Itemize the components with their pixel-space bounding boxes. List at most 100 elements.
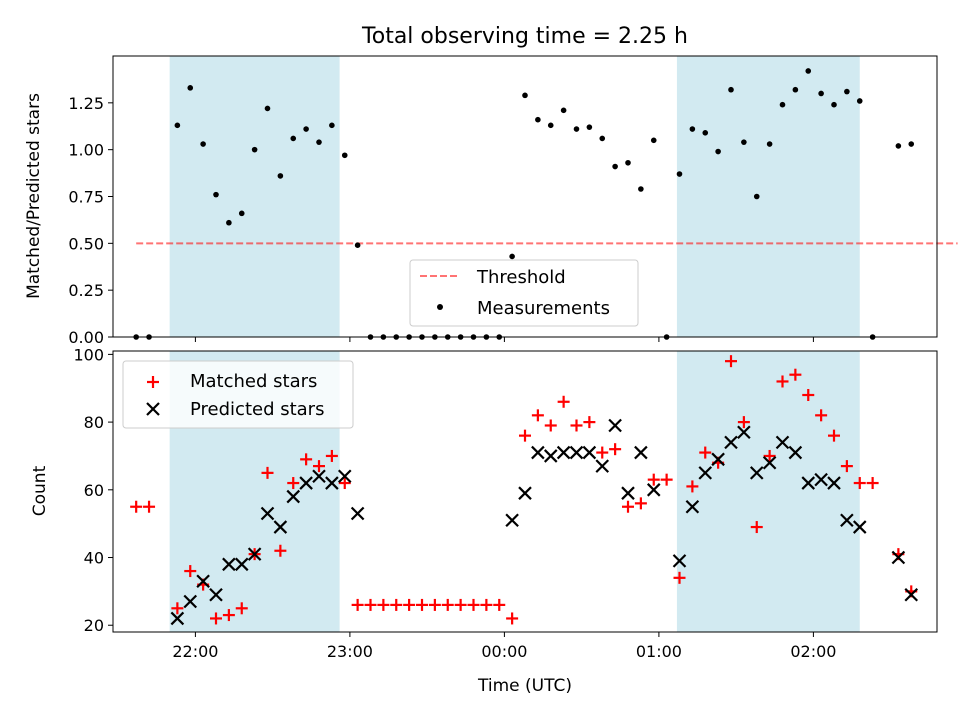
bottom-legend-box <box>122 360 354 429</box>
bottom-ytick-label: 60 <box>84 481 104 500</box>
matched-point <box>377 598 390 611</box>
predicted-point <box>904 587 919 602</box>
predicted-point <box>196 574 210 588</box>
measurement-point <box>586 124 593 130</box>
legend-predicted-swatch <box>146 402 160 416</box>
measurement-point <box>715 148 721 155</box>
measurement-point <box>779 101 786 108</box>
matched-point <box>673 571 686 584</box>
bottom-panel: 20 40 60 80 100 22:00 23:00 00:00 01:00 02:00 Co… <box>30 345 938 696</box>
matched-point <box>660 473 673 486</box>
measurement-point <box>831 101 837 108</box>
predicted-point <box>762 455 777 470</box>
predicted-point <box>827 476 841 490</box>
predicted-point <box>531 445 545 460</box>
measurement-point <box>805 68 812 74</box>
matched-point <box>480 598 493 611</box>
matched-point <box>583 416 596 429</box>
predicted-point <box>891 550 906 565</box>
measurement-point <box>329 122 335 129</box>
measurement-point <box>264 105 271 112</box>
predicted-point <box>569 445 584 460</box>
top-ytick-label: 0.25 <box>68 281 104 300</box>
matched-point <box>725 355 737 368</box>
predicted-point <box>543 449 558 463</box>
matched-point <box>454 598 467 611</box>
measurement-point <box>277 173 284 179</box>
predicted-point <box>556 445 571 460</box>
matched-point <box>403 598 416 611</box>
measurement-point <box>251 146 258 153</box>
measurement-point <box>573 126 580 132</box>
matched-point <box>364 598 377 611</box>
measurement-point <box>316 139 322 145</box>
matched-point <box>261 466 274 479</box>
top-x-ticks <box>194 337 814 342</box>
legend-matched-label: Matched stars <box>190 371 317 392</box>
top-ytick-label: 0.75 <box>68 188 104 207</box>
predicted-point <box>672 554 687 568</box>
predicted-point <box>312 469 326 484</box>
bottom-x-ticks: 22:00 23:00 00:00 01:00 02:00 <box>172 632 836 661</box>
matched-point <box>210 612 222 625</box>
predicted-point <box>775 435 790 450</box>
bottom-ytick-label: 20 <box>84 616 104 635</box>
bottom-series-layer <box>130 355 919 626</box>
matched-point <box>853 477 866 490</box>
predicted-point <box>183 594 198 609</box>
measurement-point <box>792 86 799 93</box>
measurement-point <box>702 130 709 136</box>
xtick-label: 22:00 <box>172 642 218 661</box>
top-ytick-label: 0.00 <box>68 328 104 347</box>
measurement-point <box>174 122 181 129</box>
measurement-point <box>728 86 734 93</box>
measurement-point <box>650 137 657 144</box>
matched-point <box>686 480 699 493</box>
predicted-point <box>273 520 288 534</box>
predicted-point <box>814 472 828 487</box>
matched-point <box>647 473 660 486</box>
measurement-point <box>354 242 361 249</box>
measurement-point <box>612 163 618 170</box>
bottom-y-axis-label: Count <box>30 465 50 516</box>
measurement-point <box>856 98 863 104</box>
matched-point <box>596 446 609 459</box>
bottom-ytick-label: 100 <box>73 345 104 364</box>
predicted-point <box>724 435 738 450</box>
legend-matched-swatch <box>147 376 159 388</box>
predicted-point <box>737 425 751 440</box>
top-y-ticks: 0.00 0.25 0.50 0.75 1.00 1.25 <box>68 94 113 347</box>
predicted-point <box>337 469 352 484</box>
legend-threshold-label: Threshold <box>476 267 566 288</box>
predicted-point <box>209 587 223 602</box>
matched-point <box>143 500 156 513</box>
predicted-point <box>646 483 661 497</box>
matched-point <box>171 602 184 615</box>
matched-point <box>274 544 287 557</box>
predicted-point <box>621 486 635 500</box>
matched-point <box>313 460 325 473</box>
predicted-point <box>247 547 262 561</box>
matched-point <box>287 477 300 490</box>
top-series-layer <box>133 68 958 340</box>
matched-point <box>776 375 789 388</box>
predicted-point <box>801 476 816 490</box>
matched-point <box>622 500 634 513</box>
predicted-point <box>634 445 648 460</box>
matched-point <box>506 612 519 625</box>
matched-point <box>750 521 763 534</box>
measurement-point <box>741 139 747 145</box>
predicted-point <box>685 499 700 514</box>
measurement-point <box>290 135 297 142</box>
matched-point <box>802 389 815 402</box>
measurement-point <box>638 186 644 192</box>
legend-predicted-label: Predicted stars <box>190 399 324 420</box>
matched-point <box>467 598 480 611</box>
bottom-legend: Matched stars Predicted stars <box>122 360 354 429</box>
xtick-label: 23:00 <box>327 642 373 661</box>
matched-point <box>428 598 441 611</box>
top-shade-0 <box>169 56 340 337</box>
matched-point <box>531 409 544 422</box>
matched-point <box>493 598 506 611</box>
